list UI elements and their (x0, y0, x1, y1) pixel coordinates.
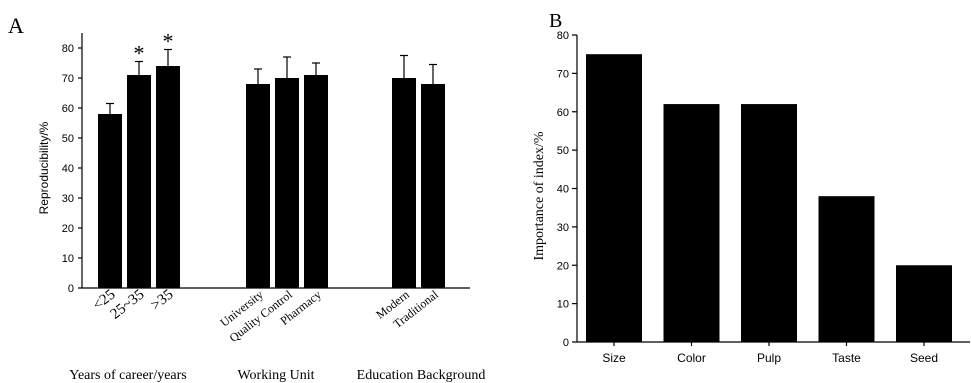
panel-a-bar (127, 75, 151, 288)
panel-b-x-tick-label: Pulp (757, 351, 781, 365)
panel-a-bar (392, 78, 416, 288)
panel-b-y-tick-label: 30 (557, 222, 569, 234)
panel-b-y-axis-label: Importance of index/% (532, 131, 547, 260)
panel-a-bar (421, 84, 445, 288)
panel-a-bar (275, 78, 299, 288)
panel-a-category-label: >35 (148, 287, 176, 314)
panel-a-significance-mark: * (163, 29, 174, 54)
panel-b-y-tick-label: 50 (557, 145, 569, 157)
panel-b-x-tick-label: Color (677, 351, 706, 365)
panel-a-bar (156, 66, 180, 288)
panel-a-category-label: 25~35 (108, 287, 148, 323)
panel-b-bar (741, 104, 797, 342)
panel-b-y-tick-label: 70 (557, 68, 569, 80)
panel-a-y-tick-label: 60 (62, 103, 74, 115)
panel-a-bar (304, 75, 328, 288)
panel-a-significance-mark: * (134, 41, 145, 66)
panel-a-y-tick-label: 10 (62, 253, 74, 265)
panel-b-x-tick-label: Taste (832, 351, 861, 365)
panel-b-x-tick-label: Size (602, 351, 626, 365)
panel-b-x-tick-label: Seed (910, 351, 938, 365)
panel-b-bars (586, 54, 952, 342)
panel-b-y-tick-label: 80 (557, 30, 569, 42)
panel-a-group-label: Education Background (357, 368, 486, 383)
panel-b-bar (896, 265, 952, 342)
panel-a-bar (246, 84, 270, 288)
panel-a-group-label: Years of career/years (69, 368, 187, 383)
panel-a-y-tick-label: 0 (68, 283, 74, 295)
panel-a-group-label: Working Unit (237, 368, 314, 383)
panel-a-y-tick-label: 30 (62, 193, 74, 205)
panel-b-bar (586, 54, 642, 342)
panel-b-y-tick-label: 10 (557, 299, 569, 311)
panel-b-y-tick-label: 40 (557, 184, 569, 196)
panel-a-bars (98, 48, 445, 288)
panel-a-y-tick-label: 20 (62, 223, 74, 235)
panel-b-y-tick-label: 60 (557, 107, 569, 119)
panel-b-bar (818, 196, 875, 342)
panel-b-y-tick-label: 0 (563, 337, 569, 349)
panel-a-label: A (8, 13, 24, 38)
panel-b-bar (663, 104, 720, 342)
panel-b-y-tick-label: 20 (557, 260, 569, 272)
panel-a-y-axis-label: Reproducibility/% (37, 121, 51, 214)
panel-b-chart: B Importance of index/% 0 10 20 30 40 50 60 70 8… (532, 10, 970, 365)
panel-a-y-tick-label: 70 (62, 73, 74, 85)
panel-b-label: B (549, 10, 562, 32)
panel-a-y-tick-label: 40 (62, 163, 74, 175)
panel-a-y-tick-label: 80 (62, 43, 74, 55)
panel-a-y-tick-label: 50 (62, 133, 74, 145)
panel-a-bar (98, 114, 122, 288)
